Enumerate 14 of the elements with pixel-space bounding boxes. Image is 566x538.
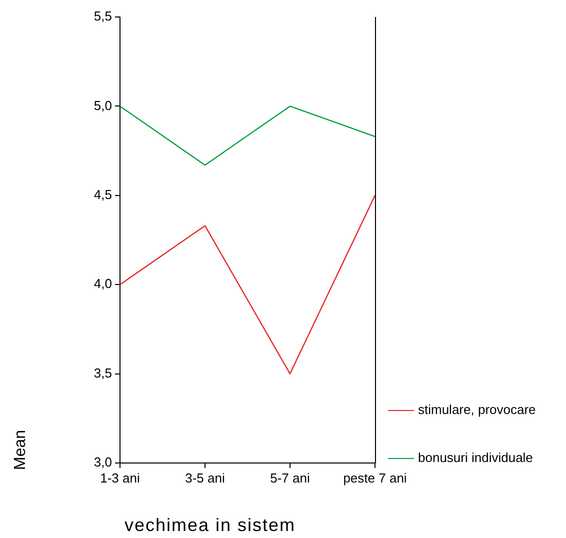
legend-label: stimulare, provocare — [418, 402, 536, 417]
y-tick-label: 4,5 — [94, 186, 112, 202]
x-tick-label: 1-3 ani — [100, 470, 140, 486]
x-axis-title: vechimea in sistem — [123, 515, 297, 536]
x-tick-label: 3-5 ani — [185, 470, 225, 486]
y-tick-label: 4,0 — [94, 276, 112, 292]
y-tick-label: 5,5 — [94, 8, 112, 24]
x-tick-label: 5-7 ani — [270, 470, 310, 486]
legend-label: bonusuri individuale — [418, 450, 533, 465]
y-tick-label: 3,0 — [94, 454, 112, 470]
y-axis-title: Mean — [12, 430, 30, 470]
y-tick-label: 5,0 — [94, 98, 112, 113]
x-tick-label: peste 7 ani — [343, 470, 407, 486]
y-tick-label: 3,5 — [94, 365, 112, 380]
